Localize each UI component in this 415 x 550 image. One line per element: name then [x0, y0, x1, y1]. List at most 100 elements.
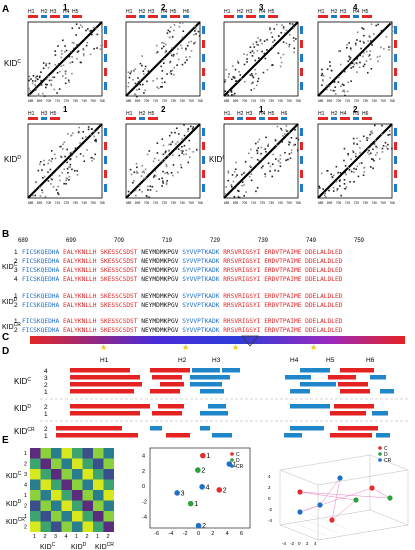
- helix-label: H2: [237, 9, 244, 15]
- contact-dot: [148, 150, 151, 152]
- helix-label: H1: [28, 111, 35, 117]
- contact-dot: [230, 185, 233, 188]
- contact-dot: [32, 194, 34, 197]
- contact-dot: [139, 62, 142, 65]
- sequence-block: RRSVRIGSYI: [223, 258, 264, 265]
- contact-dot: [350, 80, 352, 83]
- contact-dot: [153, 174, 156, 177]
- contact-dot: [348, 55, 350, 58]
- heatmap-cell: [72, 490, 83, 501]
- heatmap-cell: [72, 521, 83, 532]
- contact-dot: [183, 134, 186, 137]
- contact-dot: [365, 50, 368, 53]
- contact-dot: [370, 132, 372, 134]
- contact-dot: [263, 52, 266, 55]
- box-edge: [279, 524, 319, 541]
- contact-dot: [141, 164, 144, 167]
- contact-dot: [346, 46, 348, 49]
- contact-dot: [170, 171, 173, 174]
- contact-dot: [135, 89, 138, 91]
- sequence-block: DDELALDLED: [305, 318, 343, 325]
- contact-dot: [363, 63, 366, 66]
- sequence-row: 2 FICSKQEDHA EALYKNLLH SKESSCSDST NEYMDMK…: [14, 258, 343, 265]
- contact-dot: [82, 48, 85, 50]
- contact-dot: [166, 73, 168, 75]
- contact-dot: [71, 27, 74, 30]
- contact-dot: [132, 181, 134, 184]
- helix-bar: [170, 15, 180, 18]
- contact-dot: [164, 51, 167, 54]
- sequence-block: ERDVTPAIME: [264, 249, 305, 256]
- contact-dot: [127, 82, 130, 84]
- heatmap-cell: [103, 490, 114, 501]
- contact-dot: [343, 89, 345, 92]
- contact-dot: [50, 150, 53, 152]
- contact-dot: [257, 43, 259, 46]
- contact-dot: [333, 81, 335, 83]
- helix-bar: [268, 15, 278, 18]
- scatter-point-label: 3: [181, 490, 185, 497]
- legend-dot: [230, 458, 234, 462]
- contact-dot: [352, 151, 355, 153]
- legend-label: D: [236, 458, 240, 464]
- contact-dot: [292, 144, 295, 146]
- contact-dot: [63, 168, 66, 171]
- svg-text:KIDCR: KIDCR: [6, 517, 25, 526]
- heatmap-cell: [40, 479, 51, 490]
- contact-dot: [37, 94, 40, 97]
- svg-text:★: ★: [182, 343, 189, 352]
- contact-dot: [30, 78, 32, 80]
- helix-label: H5: [268, 9, 275, 15]
- kid-d-label-d: KIDD: [14, 404, 31, 413]
- contact-dot: [362, 55, 364, 58]
- sequence-row: 4 FICSKQEDHA EALYKNLLH SKESSCSDST NEYMDMK…: [14, 276, 343, 283]
- contact-dot: [356, 31, 359, 34]
- contact-dot: [374, 154, 377, 156]
- sequence-block: RRSVRIGSYI: [223, 276, 264, 283]
- contact-dot: [233, 195, 236, 198]
- helix-bar: [126, 15, 136, 18]
- scatter-point-label: 1: [194, 501, 198, 508]
- contact-dot: [293, 47, 296, 50]
- contact-dot: [138, 88, 141, 91]
- axis-tick: -2: [290, 541, 294, 546]
- contact-dot: [46, 76, 48, 79]
- map-diagonal: [317, 21, 393, 97]
- contact-dot: [95, 139, 97, 142]
- contact-dot: [344, 187, 347, 190]
- heatmap-cell: [40, 458, 51, 469]
- scatter-y-tick: -4: [142, 515, 147, 521]
- contact-dot: [325, 84, 328, 87]
- contact-dot: [144, 168, 147, 171]
- contact-dot: [194, 27, 197, 30]
- contact-dot: [235, 175, 237, 178]
- heatmap-cell: [103, 521, 114, 532]
- contact-dot: [159, 163, 162, 166]
- sequence-block: NEYMDMKPGV: [141, 258, 182, 265]
- contact-dot: [76, 57, 78, 60]
- side-helix-bar: [300, 82, 303, 90]
- map-axis-tick: 768: [389, 99, 395, 103]
- helix-bar: [224, 117, 234, 120]
- contact-dot: [381, 147, 384, 150]
- contact-dot: [43, 163, 45, 166]
- helix-label: H6: [362, 111, 369, 117]
- map-axis-tick: 759: [286, 201, 292, 205]
- sequence-block: ERDVTPAIME: [264, 318, 305, 325]
- contact-dot: [89, 53, 92, 56]
- map-axis-tick: 739: [269, 201, 275, 205]
- sequence-block: ERDVTPAIME: [264, 327, 305, 334]
- side-helix-bar: [202, 142, 205, 150]
- contact-dot: [152, 176, 155, 178]
- scatter-point: [195, 467, 201, 473]
- contact-dot: [64, 82, 67, 85]
- contact-dot: [166, 32, 169, 34]
- side-helix-bar: [300, 184, 303, 192]
- contact-dot: [76, 170, 78, 172]
- contact-dot: [335, 165, 338, 168]
- contact-dot: [344, 171, 346, 174]
- helix-bar: [41, 15, 47, 18]
- contact-dot: [180, 44, 182, 47]
- contact-dot: [39, 186, 41, 189]
